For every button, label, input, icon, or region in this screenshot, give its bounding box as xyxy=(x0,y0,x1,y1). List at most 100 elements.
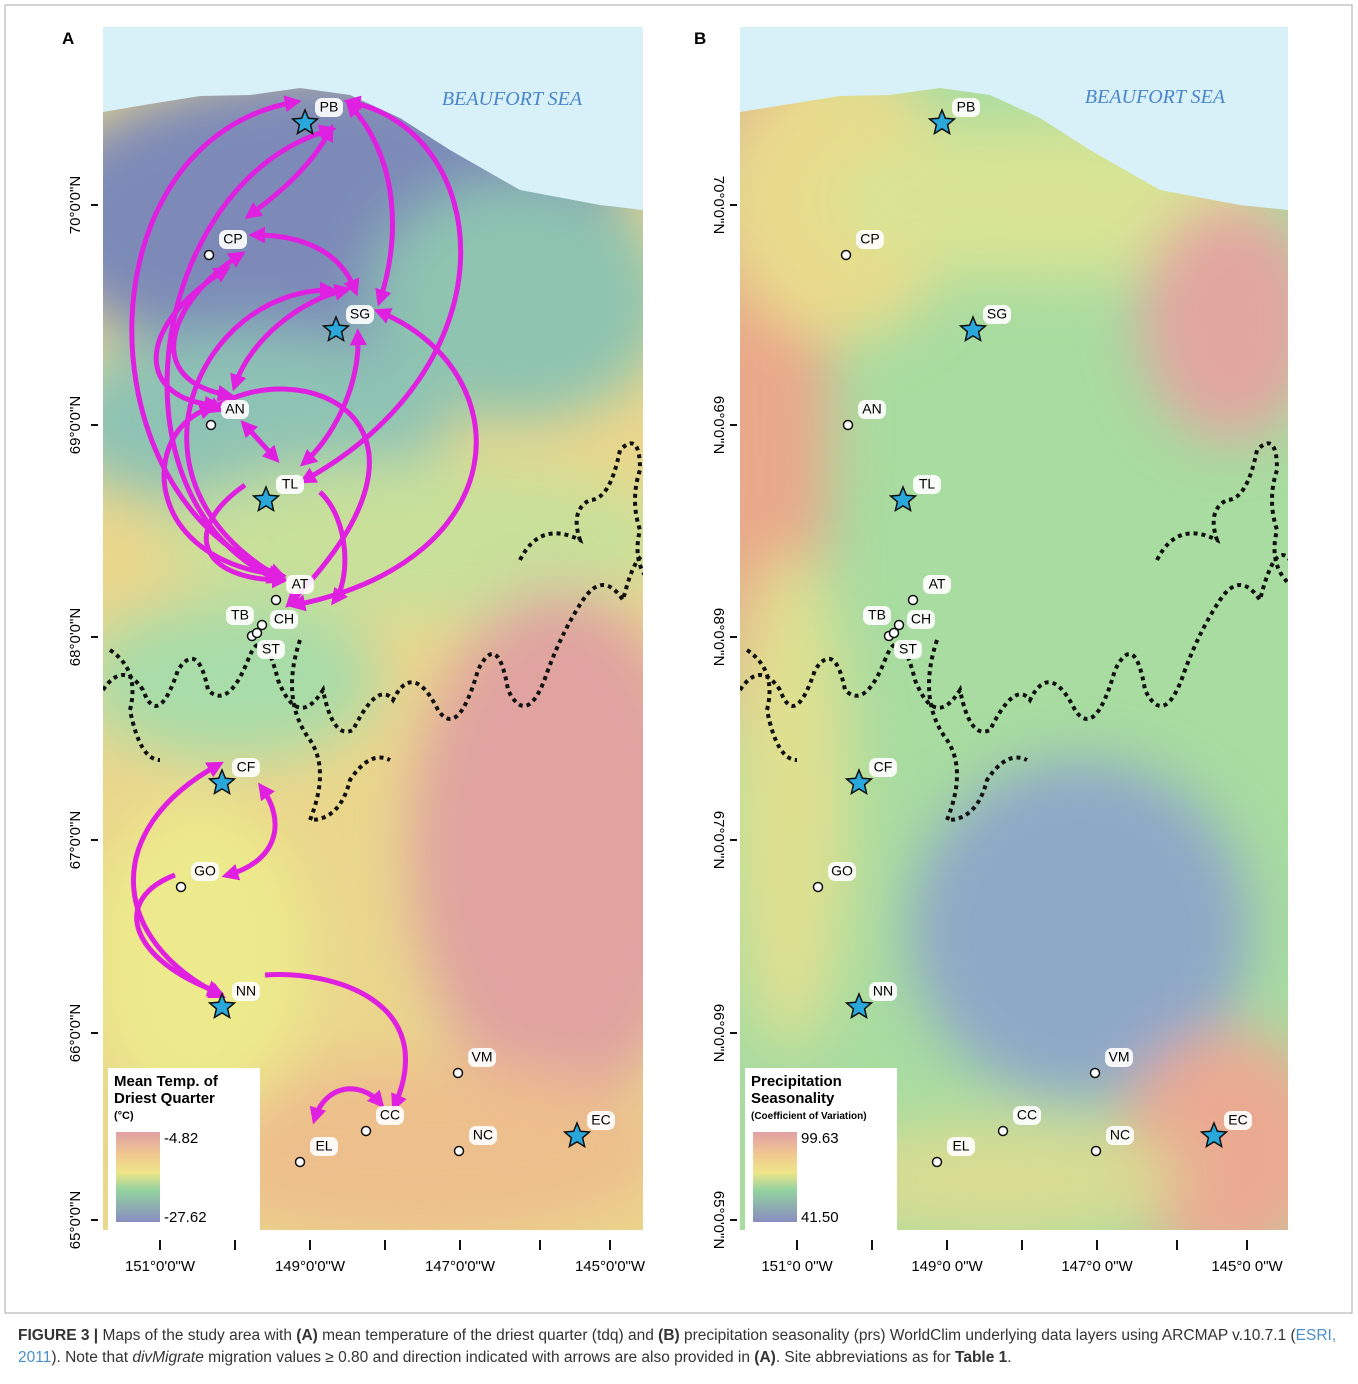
site-label: CH xyxy=(274,611,294,627)
lat-label: 68°0'0"N xyxy=(710,608,727,666)
site-circle xyxy=(205,251,214,260)
lon-label: 147°0 0"W xyxy=(1061,1258,1133,1275)
caption-text: . xyxy=(1007,1349,1011,1366)
site-label: TB xyxy=(231,607,249,623)
site-label: GO xyxy=(831,863,853,879)
site-circle xyxy=(253,629,262,638)
sea-label: BEAUFORT SEA xyxy=(442,88,583,110)
site-label: CP xyxy=(223,231,242,247)
site-label: ST xyxy=(262,641,280,657)
site-circle xyxy=(842,251,851,260)
site-label: PB xyxy=(320,99,339,115)
caption-text: ). Note that xyxy=(51,1349,132,1366)
site-label: EL xyxy=(315,1138,332,1154)
lat-label: 66°0'0"N xyxy=(67,1004,84,1062)
site-circle xyxy=(814,883,823,892)
panel-letter: B xyxy=(694,29,706,48)
site-label: AN xyxy=(225,401,244,417)
figure: A BEAUFORT SEA Mean Temp. of Driest Quar… xyxy=(0,0,1358,1320)
site-label: EL xyxy=(952,1138,969,1154)
site-label: CH xyxy=(911,611,931,627)
caption-text: Maps of the study area with xyxy=(98,1327,296,1344)
lat-label: 70°0'0"N xyxy=(67,176,84,234)
sea-label: BEAUFORT SEA xyxy=(1085,86,1226,108)
site-label: CC xyxy=(1017,1107,1037,1123)
lat-label: 65°0'0"N xyxy=(67,1191,84,1249)
site-label: VM xyxy=(1109,1049,1130,1065)
legend-ramp xyxy=(753,1132,797,1222)
site-label: CF xyxy=(874,759,893,775)
lon-label: 149°0 0"W xyxy=(911,1258,983,1275)
site-label: SG xyxy=(987,306,1007,322)
legend-title: Mean Temp. of xyxy=(114,1073,219,1090)
site-label: EC xyxy=(1228,1112,1247,1128)
site-label: NC xyxy=(1110,1127,1130,1143)
site-circle xyxy=(455,1147,464,1156)
legend-min: 41.50 xyxy=(801,1209,839,1226)
lat-label: 68°0'0"N xyxy=(67,608,84,666)
legend-title: Driest Quarter xyxy=(114,1090,215,1107)
site-circle xyxy=(454,1069,463,1078)
site-label: NN xyxy=(873,983,893,999)
site-label: AT xyxy=(292,576,309,592)
site-label: ST xyxy=(899,641,917,657)
caption-text: divMigrate xyxy=(132,1349,204,1366)
legend-unit: (Coefficient of Variation) xyxy=(751,1111,867,1122)
site-circle xyxy=(296,1158,305,1167)
site-label: GO xyxy=(194,863,216,879)
site-label: PB xyxy=(957,99,976,115)
site-label: NN xyxy=(236,983,256,999)
site-label: AT xyxy=(929,576,946,592)
site-circle xyxy=(272,596,281,605)
legend-max: -4.82 xyxy=(164,1130,198,1147)
lat-label: 66°0'0"N xyxy=(710,1004,727,1062)
site-circle xyxy=(999,1127,1008,1136)
site-circle xyxy=(890,629,899,638)
caption-text: (A) xyxy=(754,1349,776,1366)
legend-ramp xyxy=(116,1132,160,1222)
caption-table-ref[interactable]: Table 1 xyxy=(955,1349,1007,1366)
lat-label: 67°0'0"N xyxy=(710,811,727,869)
site-circle xyxy=(1091,1069,1100,1078)
lon-label: 151°0 0"W xyxy=(761,1258,833,1275)
panel-letter: A xyxy=(62,29,74,48)
site-label: AN xyxy=(862,401,881,417)
lon-label: 145°0'0"W xyxy=(575,1258,646,1275)
caption-label: FIGURE 3 | xyxy=(18,1327,98,1344)
site-label: TL xyxy=(919,476,936,492)
caption-text: (A) xyxy=(296,1327,318,1344)
lon-label: 151°0'0"W xyxy=(125,1258,196,1275)
site-circle xyxy=(362,1127,371,1136)
map-a xyxy=(30,27,710,1240)
lat-label: 65°0'0"N xyxy=(710,1191,727,1249)
lon-label: 145°0 0"W xyxy=(1211,1258,1283,1275)
site-circle xyxy=(1092,1147,1101,1156)
lat-label: 69°0'0"N xyxy=(67,396,84,454)
lon-label: 149°0'0"W xyxy=(275,1258,346,1275)
site-label: SG xyxy=(350,306,370,322)
site-circle xyxy=(933,1158,942,1167)
legend-title: Precipitation xyxy=(751,1073,842,1090)
site-label: TB xyxy=(868,607,886,623)
legend-unit: (°C) xyxy=(114,1110,134,1122)
legend-title: Seasonality xyxy=(751,1090,835,1107)
caption-text: (B) xyxy=(658,1327,680,1344)
lat-label: 67°0'0"N xyxy=(67,811,84,869)
legend-min: -27.62 xyxy=(164,1209,207,1226)
site-label: NC xyxy=(473,1127,493,1143)
lat-label: 69°0'0"N xyxy=(710,396,727,454)
lat-label: 70°0'0"N xyxy=(710,176,727,234)
caption-text: . Site abbreviations as for xyxy=(776,1349,955,1366)
site-label: CF xyxy=(237,759,256,775)
site-label: CP xyxy=(860,231,879,247)
site-label: VM xyxy=(472,1049,493,1065)
site-label: CC xyxy=(380,1107,400,1123)
caption: FIGURE 3 | Maps of the study area with (… xyxy=(18,1325,1338,1369)
site-circle xyxy=(909,596,918,605)
site-label: EC xyxy=(591,1112,610,1128)
page: A BEAUFORT SEA Mean Temp. of Driest Quar… xyxy=(0,0,1358,1384)
site-label: TL xyxy=(282,476,299,492)
legend-max: 99.63 xyxy=(801,1130,839,1147)
site-circle xyxy=(207,421,216,430)
lon-label: 147°0'0"W xyxy=(425,1258,496,1275)
